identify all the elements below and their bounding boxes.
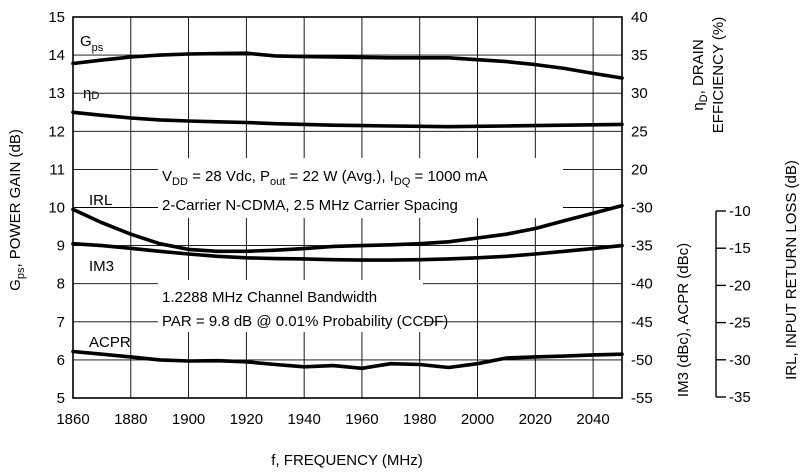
x-tick-label: 2020 bbox=[519, 411, 552, 428]
right-axis-efficiency-label-line1: ηD, DRAIN bbox=[690, 39, 710, 110]
irl-tick-label: -10 bbox=[729, 203, 751, 220]
left-tick-label: 9 bbox=[57, 238, 65, 255]
x-tick-label: 1960 bbox=[345, 411, 378, 428]
left-axis-label: Gps, POWER GAIN (dB) bbox=[7, 129, 27, 291]
x-tick-label: 1980 bbox=[403, 411, 436, 428]
series-label-im3: IM3 bbox=[89, 258, 114, 275]
x-tick-label: 2000 bbox=[461, 411, 494, 428]
left-tick-label: 15 bbox=[48, 9, 65, 26]
x-axis-label: f, FREQUENCY (MHz) bbox=[271, 452, 422, 469]
series-line-gps bbox=[71, 51, 624, 80]
x-tick-label: 1920 bbox=[230, 411, 263, 428]
right-axis-im3-acpr-label: IM3 (dBc), ACPR (dBc) bbox=[675, 243, 692, 397]
conditions-box: VDD = 28 Vdc, Pout = 22 W (Avg.), IDQ = … bbox=[158, 158, 563, 332]
annotation-conditions-line2: 2-Carrier N-CDMA, 2.5 MHz Carrier Spacin… bbox=[162, 197, 458, 214]
irl-tick-label: -20 bbox=[729, 277, 751, 294]
x-tick-label: 1900 bbox=[172, 411, 205, 428]
left-tick-labels: 5 6 7 8 9 10 11 12 13 14 15 bbox=[48, 9, 65, 407]
right-im3-acpr-tick-label: -40 bbox=[631, 276, 653, 293]
irl-tick-label: -15 bbox=[729, 240, 751, 257]
x-tick-label: 2040 bbox=[576, 411, 609, 428]
right-axis-efficiency-label-line2: EFFICIENCY (%) bbox=[710, 17, 727, 133]
right-im3-acpr-tick-label: -45 bbox=[631, 314, 653, 331]
left-tick-label: 12 bbox=[48, 123, 65, 140]
series-line-acpr bbox=[71, 349, 624, 371]
irl-tick-label: -25 bbox=[729, 315, 751, 332]
left-tick-label: 6 bbox=[57, 352, 65, 369]
right-efficiency-tick-label: 30 bbox=[631, 85, 648, 102]
irl-tick-label: -35 bbox=[729, 389, 751, 406]
left-tick-label: 5 bbox=[57, 390, 65, 407]
series-label-etad: ηD bbox=[83, 85, 99, 102]
left-tick-label: 14 bbox=[48, 47, 65, 64]
right-efficiency-tick-label: 25 bbox=[631, 123, 648, 140]
series-line-im3 bbox=[71, 241, 624, 262]
left-tick-label: 8 bbox=[57, 276, 65, 293]
right-im3-acpr-tick-label: -50 bbox=[631, 352, 653, 369]
left-tick-label: 7 bbox=[57, 314, 65, 331]
x-tick-labels: 1860 1880 1900 1920 1940 1960 1980 2000 2020 2040 bbox=[56, 411, 609, 428]
x-tick-label: 1880 bbox=[114, 411, 147, 428]
series-line-ηd bbox=[71, 110, 624, 129]
series-label-irl: IRL bbox=[89, 192, 112, 209]
right-axis-irl: -35 -30 -25 -20 -15 -10 bbox=[715, 203, 751, 406]
series-line-irl bbox=[71, 203, 624, 254]
left-tick-label: 13 bbox=[48, 85, 65, 102]
right-efficiency-tick-label: 20 bbox=[631, 161, 648, 178]
right-axis-im3-acpr-ticks: -55 -50 -45 -40 -35 -30 bbox=[631, 200, 653, 408]
left-tick-label: 10 bbox=[48, 200, 65, 217]
right-im3-acpr-tick-label: -30 bbox=[631, 200, 653, 217]
right-axis-irl-label: IRL, INPUT RETURN LOSS (dB) bbox=[783, 160, 800, 380]
x-tick-label: 1940 bbox=[287, 411, 320, 428]
annotation-conditions-line3: 1.2288 MHz Channel Bandwidth bbox=[162, 289, 377, 306]
annotation-conditions-line4: PAR = 9.8 dB @ 0.01% Probability (CCDF) bbox=[162, 313, 448, 330]
right-axis-efficiency-ticks: 25 30 35 40 20 bbox=[631, 9, 648, 178]
irl-tick-label: -30 bbox=[729, 352, 751, 369]
right-efficiency-tick-label: 35 bbox=[631, 47, 648, 64]
series-lines bbox=[71, 51, 624, 371]
x-tick-label: 1860 bbox=[56, 411, 89, 428]
right-im3-acpr-tick-label: -35 bbox=[631, 238, 653, 255]
series-label-gps: Gps bbox=[80, 33, 104, 54]
left-tick-label: 11 bbox=[49, 161, 65, 178]
right-im3-acpr-tick-label: -55 bbox=[631, 390, 653, 407]
right-efficiency-tick-label: 40 bbox=[631, 9, 648, 26]
plot-frame bbox=[72, 16, 623, 399]
series-label-acpr: ACPR bbox=[89, 334, 131, 351]
annotation-conditions-line1: VDD = 28 Vdc, Pout = 22 W (Avg.), IDQ = … bbox=[162, 168, 488, 188]
